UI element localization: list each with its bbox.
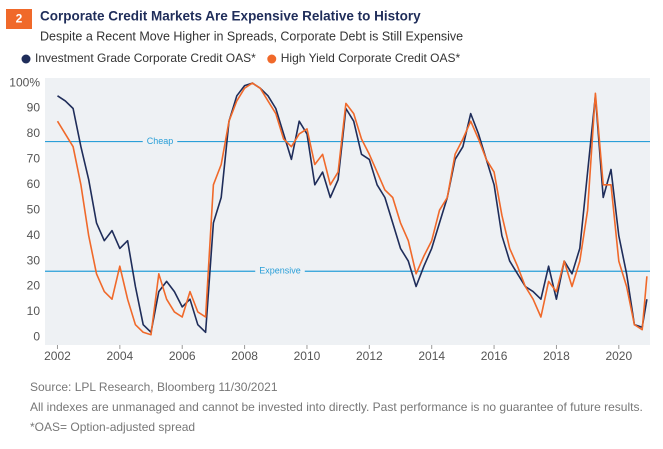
x-tick-label: 2018 [543, 349, 570, 363]
x-tick-label: 2010 [294, 349, 321, 363]
x-tick-label: 2002 [44, 349, 71, 363]
x-tick-label: 2004 [106, 349, 133, 363]
y-tick-label: 20 [27, 279, 41, 293]
y-tick-label: 30 [27, 253, 41, 267]
note: *OAS= Option-adjusted spread [30, 420, 195, 434]
legend-label: Investment Grade Corporate Credit OAS* [35, 51, 256, 65]
note: Source: LPL Research, Bloomberg 11/30/20… [30, 380, 278, 394]
y-tick-label: 0 [33, 330, 40, 344]
badge: 2 [16, 12, 23, 26]
legend-marker [267, 54, 277, 64]
plot-area [45, 78, 650, 345]
y-tick-label: 60 [27, 177, 41, 191]
x-tick-label: 2016 [481, 349, 508, 363]
x-tick-label: 2012 [356, 349, 383, 363]
reference-label-bg [142, 135, 178, 148]
reference-label-bg [255, 265, 305, 278]
x-tick-label: 2020 [605, 349, 632, 363]
legend-label: High Yield Corporate Credit OAS* [281, 51, 461, 65]
x-tick-label: 2006 [169, 349, 196, 363]
y-tick-label: 70 [27, 152, 41, 166]
reference-label: Expensive [259, 266, 301, 276]
y-tick-label: 40 [27, 228, 41, 242]
reference-label: Cheap [147, 136, 174, 146]
x-tick-label: 2008 [231, 349, 258, 363]
y-tick-label: 50 [27, 202, 41, 216]
chart-subtitle: Despite a Recent Move Higher in Spreads,… [40, 29, 463, 43]
badge-box [6, 9, 32, 29]
series-line [56, 82, 648, 336]
series-line [57, 82, 648, 334]
y-tick-label: 90 [27, 101, 41, 115]
y-tick-label: 80 [27, 126, 41, 140]
note: All indexes are unmanaged and cannot be … [30, 400, 643, 414]
chart-title: Corporate Credit Markets Are Expensive R… [40, 9, 421, 24]
y-tick-label: 10 [27, 304, 41, 318]
x-tick-label: 2014 [418, 349, 445, 363]
y-tick-label: 100% [9, 75, 40, 89]
legend-marker [21, 54, 31, 64]
